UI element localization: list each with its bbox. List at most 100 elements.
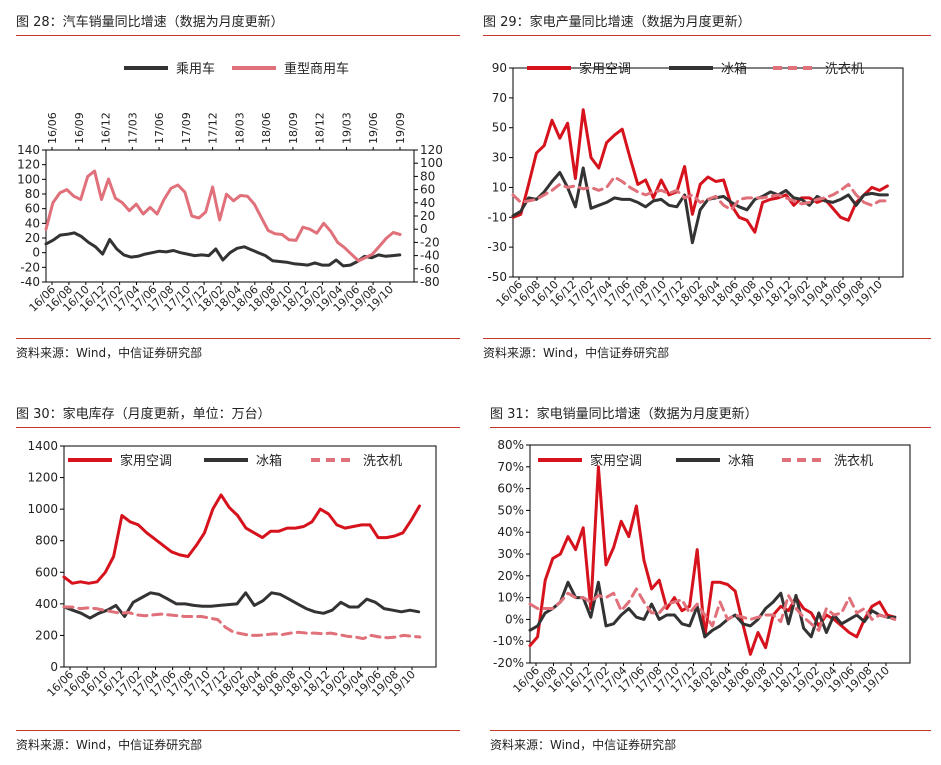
- y-tick-label: 30: [492, 151, 507, 165]
- x-top-tick-label: 16/06: [46, 112, 59, 144]
- y-tick-label: 400: [35, 597, 58, 611]
- series-line-2: [44, 169, 402, 263]
- y-tick-label: 20%: [497, 569, 524, 583]
- y2-tick-label: -20: [420, 235, 440, 249]
- y-tick-label: 40: [25, 216, 40, 230]
- y-tick-label: 60: [25, 202, 40, 216]
- y-tick-label: -30: [487, 240, 507, 254]
- series-line-1: [44, 231, 402, 268]
- y-tick-label: -40: [20, 275, 40, 289]
- plot-area: [512, 67, 904, 278]
- source-note: 资料来源：Wind，中信证券研究部: [16, 346, 203, 360]
- y2-tick-label: 60: [420, 183, 435, 197]
- y-tick-label: 20: [25, 231, 40, 245]
- source-note: 资料来源：Wind，中信证券研究部: [16, 738, 203, 752]
- title-rule: [483, 35, 931, 36]
- series-line-3: [528, 587, 897, 632]
- y-tick-label: 10%: [497, 591, 524, 605]
- x-top-tick-label: 16/12: [100, 112, 113, 144]
- y-tick-label: -20%: [493, 656, 524, 670]
- legend-label: 冰箱: [728, 453, 754, 469]
- x-top-tick-label: 18/06: [260, 112, 273, 144]
- y-tick-label: 90: [492, 61, 507, 75]
- y-tick-label: 80%: [497, 438, 524, 452]
- source-rule: [490, 730, 931, 731]
- y-tick-label: -10%: [493, 634, 524, 648]
- y2-tick-label: 80: [420, 169, 435, 183]
- y-tick-label: 100: [17, 172, 40, 186]
- y-tick-label: 1000: [27, 502, 58, 516]
- y-tick-label: 0: [32, 246, 40, 260]
- x-top-tick-label: 16/09: [73, 112, 86, 144]
- source-rule: [16, 338, 460, 339]
- chart-appliance-output: -50-30-10103050709016/0616/0816/1016/121…: [487, 61, 904, 310]
- y-tick-label: 0: [50, 660, 58, 674]
- title-rule: [490, 427, 931, 428]
- y-tick-label: 70%: [497, 460, 524, 474]
- chart-auto-sales: -40-20020406080100120140-80-60-40-200204…: [17, 61, 443, 315]
- x-top-tick-label: 19/03: [340, 112, 353, 144]
- y2-tick-label: 120: [420, 143, 443, 157]
- y-tick-label: 50: [492, 121, 507, 135]
- series-line-3: [511, 175, 889, 212]
- legend-label: 洗衣机: [363, 453, 402, 469]
- y2-tick-label: 40: [420, 196, 435, 210]
- panel-appliance-inventory: 图 30：家电库存（月度更新，单位：万台） 0 200 400 600 800 1000 1…: [16, 406, 460, 761]
- source-rule: [16, 730, 460, 731]
- panel-appliance-output: 图 29：家电产量同比增速（数据为月度更新） -50 -30 -10 10 30 50 70…: [483, 14, 931, 364]
- y-tick-label: 800: [35, 534, 58, 548]
- legend-label: 冰箱: [256, 453, 282, 469]
- legend-label: 家用空调: [579, 61, 631, 77]
- y-tick-label: 40%: [497, 525, 524, 539]
- y-tick-label: 200: [35, 628, 58, 642]
- x-top-tick-label: 18/12: [314, 112, 327, 144]
- y2-tick-label: -80: [420, 275, 440, 289]
- title-rule: [16, 427, 460, 428]
- y-tick-label: 1200: [27, 471, 58, 485]
- legend-label: 洗衣机: [825, 61, 864, 77]
- chart-appliance-sales: -20%-10%0%10%20%30%40%50%60%70%80%16/061…: [493, 438, 911, 696]
- chart-title: 图 30：家电库存（月度更新，单位：万台）: [16, 407, 271, 422]
- y-tick-label: -50: [487, 270, 507, 284]
- y-tick-label: 140: [17, 143, 40, 157]
- y2-tick-label: -60: [420, 262, 440, 276]
- y2-tick-label: 100: [420, 156, 443, 170]
- x-top-tick-label: 18/09: [287, 112, 300, 144]
- y2-tick-label: 0: [420, 222, 428, 236]
- x-top-tick-label: 19/06: [367, 112, 380, 144]
- chart-appliance-inventory: 020040060080010001200140016/0616/0816/10…: [27, 439, 437, 700]
- source-rule: [483, 338, 931, 339]
- y-tick-label: 120: [17, 158, 40, 172]
- legend-label: 乘用车: [176, 61, 215, 77]
- source-note: 资料来源：Wind，中信证券研究部: [490, 738, 677, 752]
- y-tick-label: -10: [487, 210, 507, 224]
- chart-title: 图 29：家电产量同比增速（数据为月度更新）: [483, 15, 751, 30]
- chart-title: 图 31：家电销量同比增速（数据为月度更新）: [490, 407, 758, 422]
- y-tick-label: 50%: [497, 503, 524, 517]
- y-tick-label: 600: [35, 565, 58, 579]
- chart-title: 图 28：汽车销量同比增速（数据为月度更新）: [16, 15, 284, 30]
- series-line-1: [62, 493, 421, 585]
- x-top-tick-label: 17/06: [153, 112, 166, 144]
- legend-label: 洗衣机: [834, 453, 873, 469]
- y-tick-label: 60%: [497, 482, 524, 496]
- legend-label: 重型商用车: [284, 61, 349, 77]
- y-tick-label: 10: [492, 180, 507, 194]
- y-tick-label: 70: [492, 91, 507, 105]
- legend-label: 家用空调: [120, 453, 172, 469]
- source-note: 资料来源：Wind，中信证券研究部: [483, 346, 670, 360]
- plot-area: [63, 445, 437, 668]
- legend-label: 家用空调: [590, 453, 642, 469]
- y2-tick-label: 20: [420, 209, 435, 223]
- y-tick-label: 30%: [497, 547, 524, 561]
- y2-tick-label: -40: [420, 249, 440, 263]
- y-tick-label: 1400: [27, 439, 58, 453]
- series-line-1: [528, 465, 897, 656]
- series-line-2: [62, 591, 421, 620]
- x-top-tick-label: 19/09: [394, 112, 407, 144]
- x-top-tick-label: 18/03: [233, 112, 246, 144]
- title-rule: [16, 35, 460, 36]
- y-tick-label: -20: [20, 260, 40, 274]
- series-line-3: [62, 605, 422, 641]
- x-top-tick-label: 17/03: [126, 112, 139, 144]
